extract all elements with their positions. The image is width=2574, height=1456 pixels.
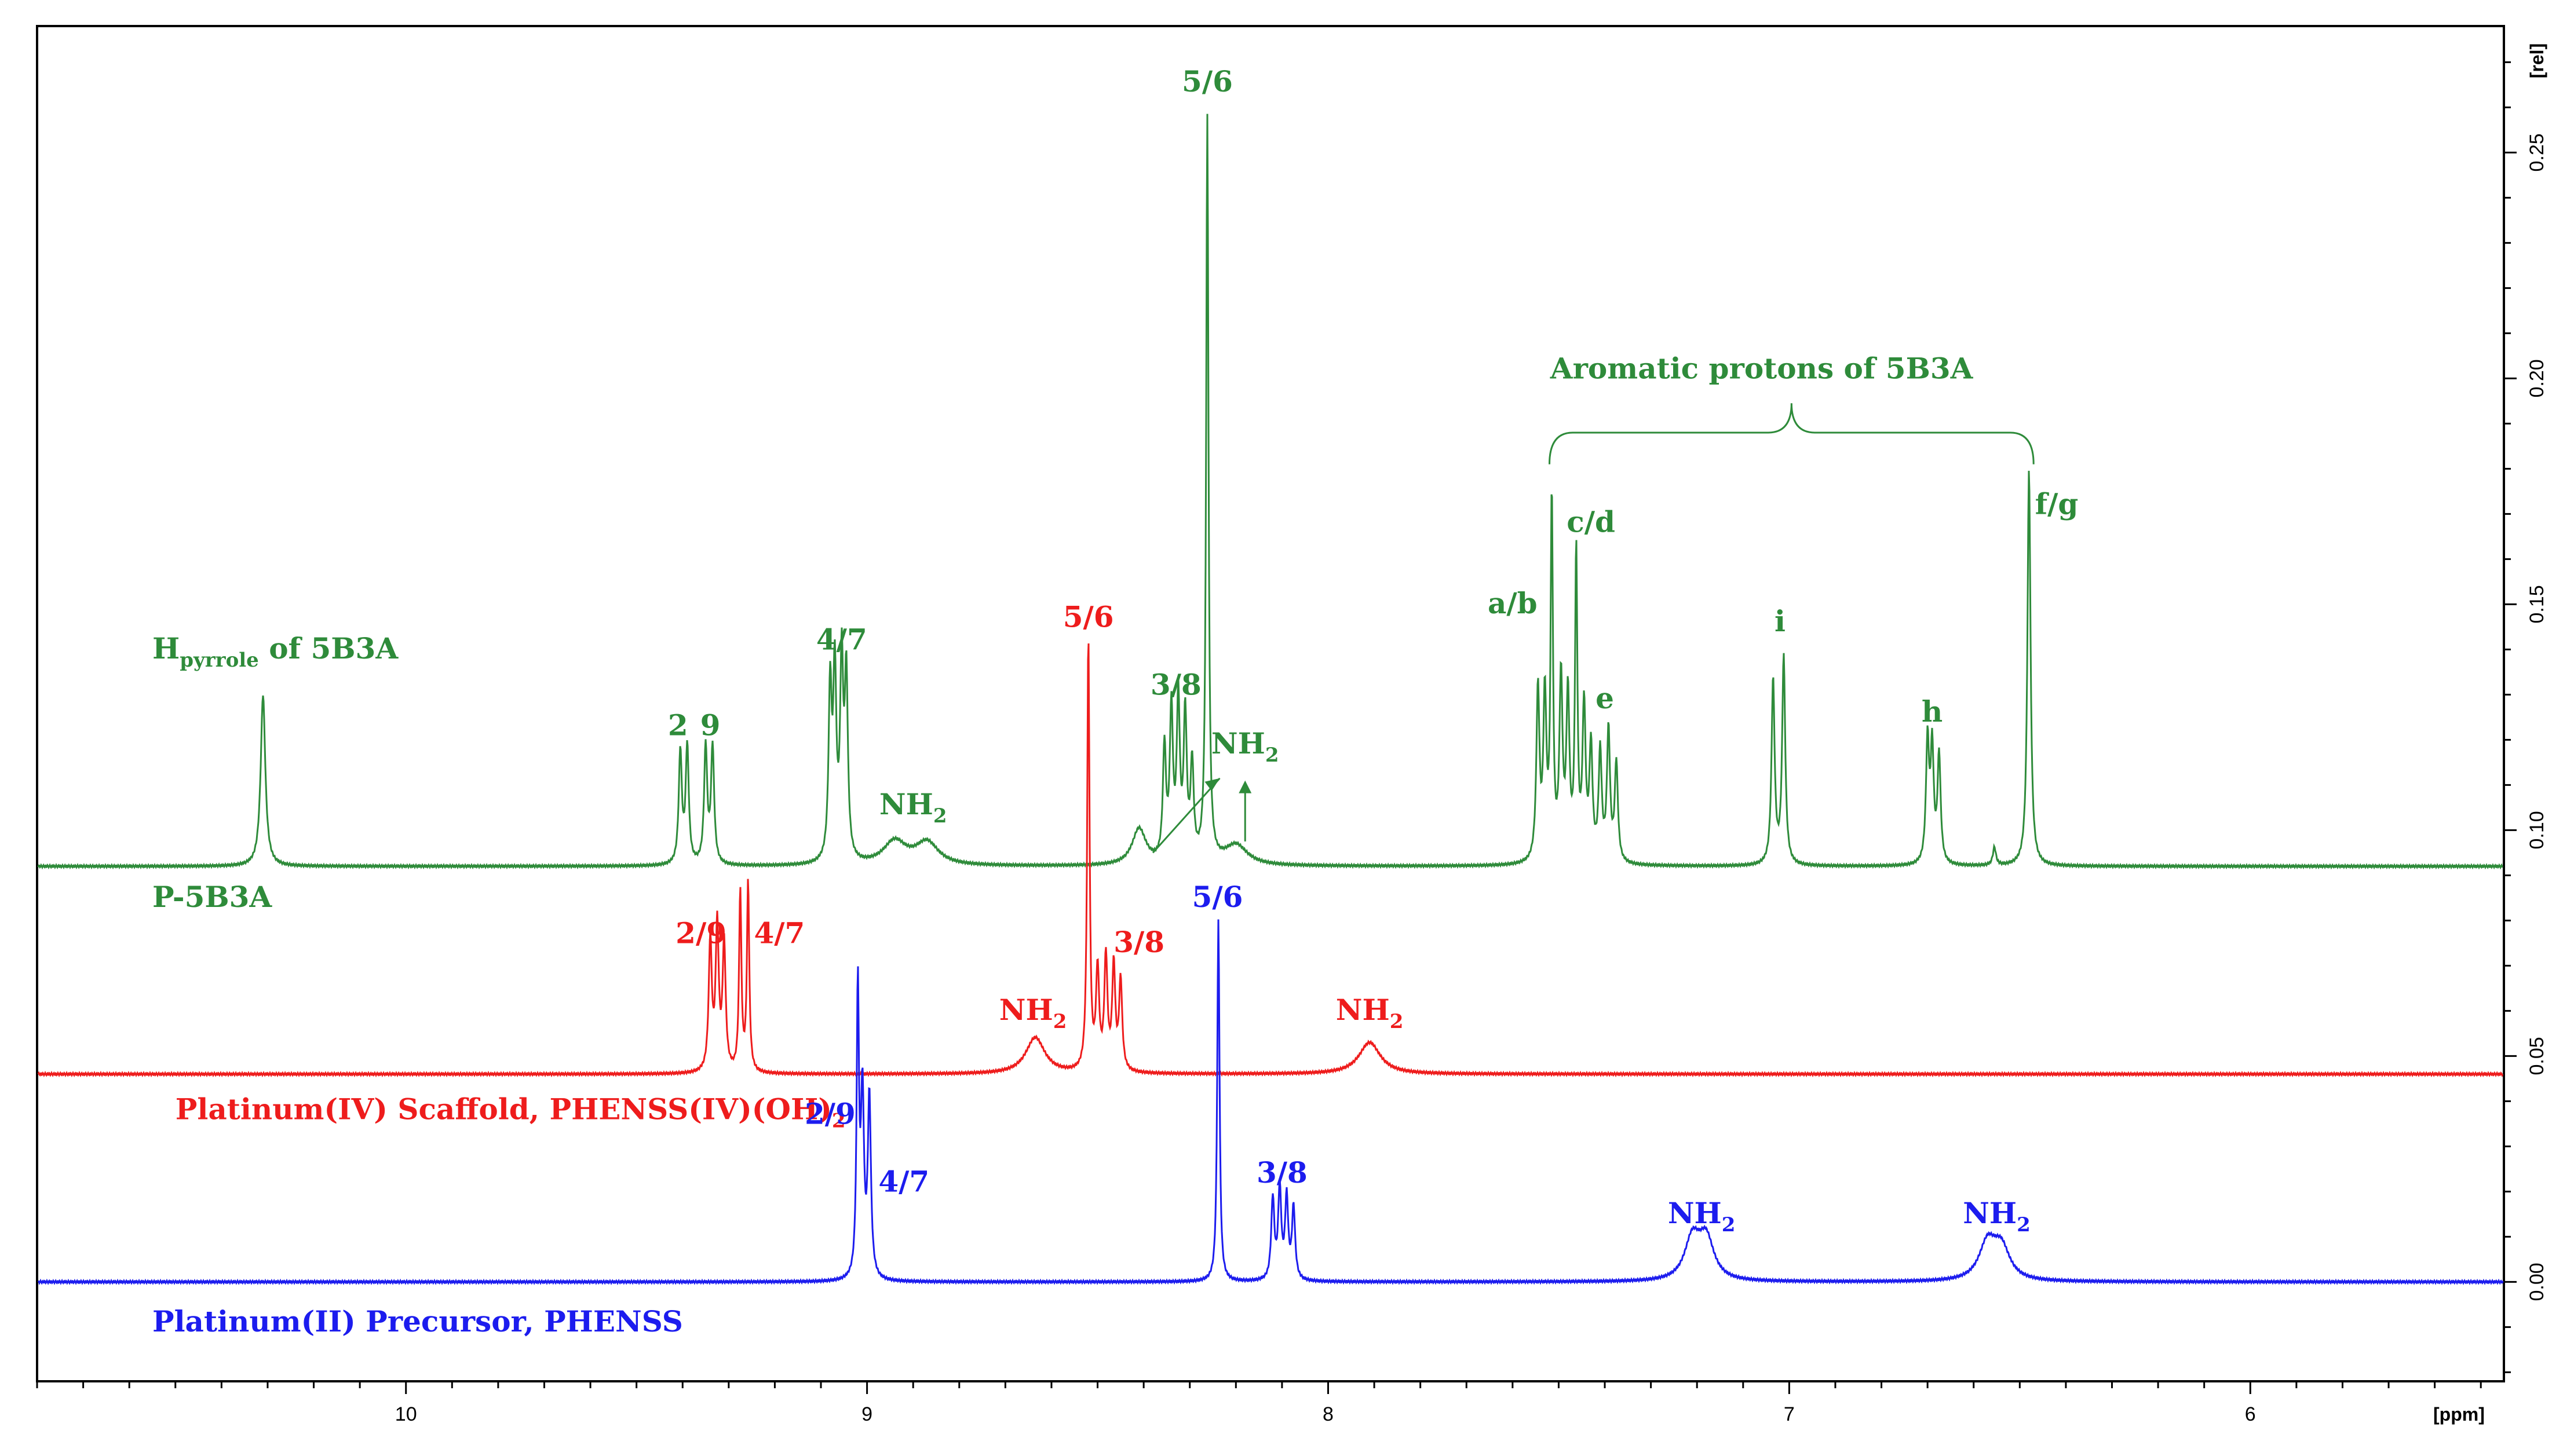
label-red-2: 5/6: [1063, 599, 1114, 634]
plot-frame: [36, 25, 2505, 1382]
label-green-4: NH2: [879, 787, 947, 828]
label-blue-3: 3/8: [1257, 1155, 1308, 1190]
series-line-blue: [37, 919, 2504, 1285]
label-red-5: NH2: [1336, 993, 1404, 1033]
label-green-12: i: [1775, 604, 1786, 638]
label-blue-5: NH2: [1963, 1196, 2031, 1236]
label-blue-4: NH2: [1668, 1196, 1736, 1236]
label-green-15: P-5B3A: [152, 880, 272, 914]
label-blue-1: 4/7: [878, 1164, 929, 1198]
label-green-13: h: [1922, 694, 1943, 729]
label-red-6: Platinum(IV) Scaffold, PHENSS(IV)(OH)2: [176, 1092, 846, 1133]
x-tick-label: 7: [1784, 1403, 1795, 1425]
label-red-1: 4/7: [754, 916, 805, 950]
label-green-0: Hpyrrole of 5B3A: [152, 631, 399, 672]
label-green-10: c/d: [1567, 505, 1615, 539]
y-axis: 0.00 0.05 0.10 0.15 0.20 0.25 [rel]: [2504, 43, 2548, 1373]
label-red-3: 3/8: [1113, 925, 1164, 959]
label-green-5: 3/8: [1151, 667, 1202, 701]
y-tick-label: 0.05: [2526, 1037, 2548, 1075]
label-blue-2: 5/6: [1192, 880, 1243, 914]
y-tick-label: 0.00: [2526, 1263, 2548, 1301]
label-green-7: NH2: [1211, 726, 1279, 767]
annotation-arrows: [1152, 403, 2035, 854]
series-line-red: [37, 643, 2504, 1078]
label-red-0: 2/9: [676, 916, 726, 950]
label-green-3: 4/7: [816, 622, 867, 656]
y-axis-label: [rel]: [2526, 43, 2547, 78]
peak-labels: Hpyrrole of 5B3A 2 9 4/7 NH2 3/8 5/6 NH2 Aromati…: [152, 64, 2078, 1338]
x-tick-label: 8: [1323, 1403, 1334, 1425]
label-green-6: 5/6: [1182, 64, 1233, 98]
y-tick-label: 0.15: [2526, 585, 2548, 623]
x-axis: 10 9 8 7 6 [ppm]: [36, 1381, 2485, 1425]
label-green-14: f/g: [2035, 486, 2079, 521]
nh2-pointer-arrow: [1152, 777, 1221, 854]
label-green-1: 2: [668, 708, 688, 742]
nh2-up-arrowhead: [1239, 780, 1252, 793]
y-tick-label: 0.10: [2526, 811, 2548, 849]
label-green-11: e: [1595, 681, 1614, 715]
y-tick-label: 0.20: [2526, 359, 2548, 397]
x-tick-label: 10: [395, 1403, 417, 1425]
label-green-2: 9: [700, 708, 721, 742]
label-red-4: NH2: [999, 993, 1067, 1033]
label-blue-0: 2/9: [805, 1096, 856, 1131]
aromatic-brace: [1549, 403, 2035, 464]
label-green-9: a/b: [1488, 586, 1538, 620]
nh2-pointer-arrowhead: [1204, 778, 1220, 791]
series-line-green: [37, 114, 2504, 870]
y-tick-label: 0.25: [2526, 133, 2548, 171]
label-green-8: Aromatic protons of 5B3A: [1550, 351, 1974, 385]
x-axis-label: [ppm]: [2433, 1404, 2485, 1425]
x-tick-label: 9: [861, 1403, 872, 1425]
x-tick-label: 6: [2245, 1403, 2256, 1425]
spectrum-traces: [37, 114, 2504, 1285]
label-blue-6: Platinum(II) Precursor, PHENSS: [152, 1304, 683, 1338]
